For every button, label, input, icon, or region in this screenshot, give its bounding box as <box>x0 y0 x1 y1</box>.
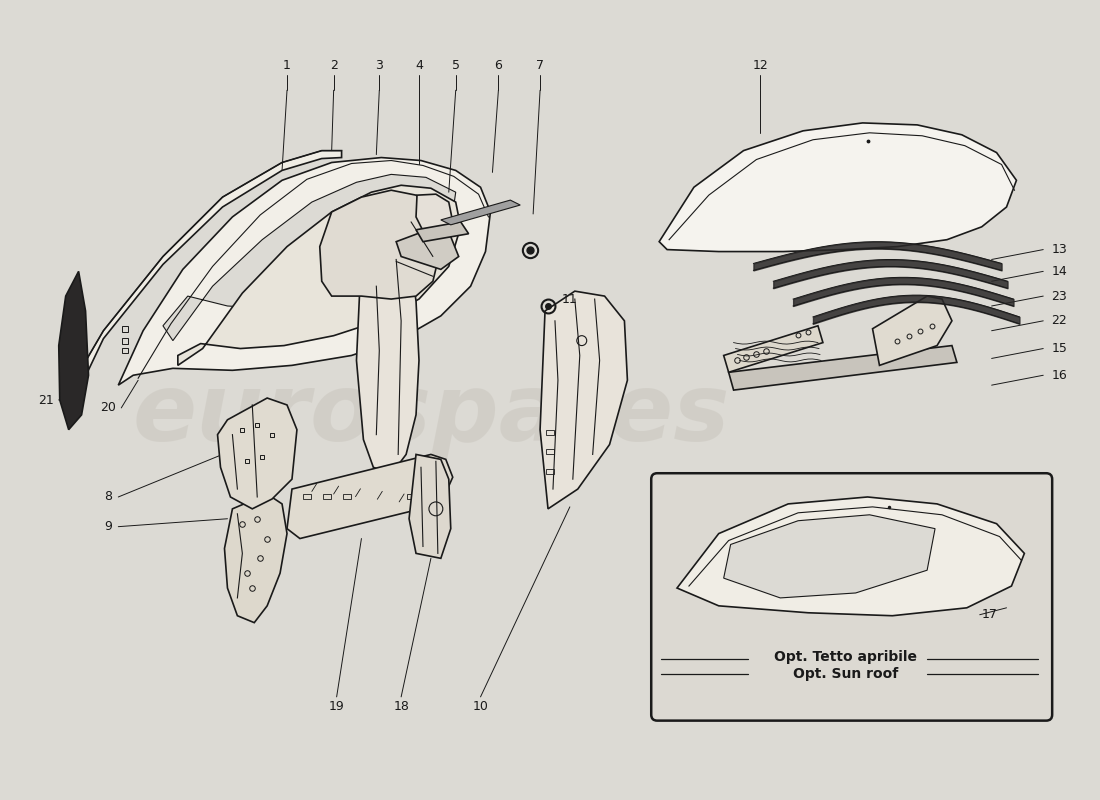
Bar <box>546 470 554 474</box>
Bar <box>122 326 129 332</box>
Polygon shape <box>409 454 451 558</box>
Text: eurospares: eurospares <box>132 369 729 461</box>
Polygon shape <box>68 150 342 397</box>
Polygon shape <box>676 497 1024 616</box>
Text: 18: 18 <box>393 700 409 714</box>
Polygon shape <box>724 514 935 598</box>
Polygon shape <box>356 251 419 474</box>
Text: 5: 5 <box>452 59 460 72</box>
Text: 20: 20 <box>100 402 117 414</box>
Text: 1: 1 <box>283 59 290 72</box>
Text: 9: 9 <box>104 520 112 533</box>
Bar <box>302 494 311 499</box>
Bar <box>546 450 554 454</box>
Text: 21: 21 <box>39 394 54 406</box>
Text: 8: 8 <box>104 490 112 503</box>
Polygon shape <box>224 494 287 622</box>
FancyBboxPatch shape <box>651 474 1053 721</box>
Polygon shape <box>58 271 88 430</box>
Polygon shape <box>287 454 453 538</box>
Polygon shape <box>163 174 455 341</box>
Text: Opt. Tetto apribile: Opt. Tetto apribile <box>774 650 917 664</box>
Polygon shape <box>416 222 469 242</box>
Bar <box>122 347 129 354</box>
Text: 17: 17 <box>981 608 998 622</box>
Text: 23: 23 <box>1052 290 1067 302</box>
Polygon shape <box>416 194 453 237</box>
Polygon shape <box>320 190 439 299</box>
Text: 13: 13 <box>1052 243 1067 256</box>
Bar <box>422 494 430 499</box>
Text: 11: 11 <box>562 293 578 306</box>
Bar <box>407 494 415 499</box>
Text: 22: 22 <box>1052 314 1067 327</box>
Text: 12: 12 <box>752 59 768 72</box>
Bar <box>546 430 554 434</box>
Polygon shape <box>218 398 297 509</box>
Polygon shape <box>724 326 823 372</box>
Text: 6: 6 <box>495 59 503 72</box>
Text: 16: 16 <box>1052 369 1067 382</box>
Polygon shape <box>178 186 461 366</box>
Text: 3: 3 <box>375 59 383 72</box>
Text: 14: 14 <box>1052 265 1067 278</box>
Bar <box>322 494 331 499</box>
Polygon shape <box>872 296 952 366</box>
Text: 2: 2 <box>330 59 338 72</box>
Polygon shape <box>119 158 491 385</box>
Polygon shape <box>441 200 520 225</box>
Polygon shape <box>659 123 1016 251</box>
Text: 4: 4 <box>415 59 422 72</box>
Text: 10: 10 <box>473 700 488 714</box>
Bar <box>122 338 129 343</box>
Polygon shape <box>540 291 627 509</box>
Polygon shape <box>396 227 459 270</box>
Text: 15: 15 <box>1052 342 1067 355</box>
Text: Opt. Sun roof: Opt. Sun roof <box>793 667 899 681</box>
Polygon shape <box>728 346 957 390</box>
Bar <box>342 494 351 499</box>
Text: 7: 7 <box>536 59 544 72</box>
Text: 19: 19 <box>329 700 344 714</box>
